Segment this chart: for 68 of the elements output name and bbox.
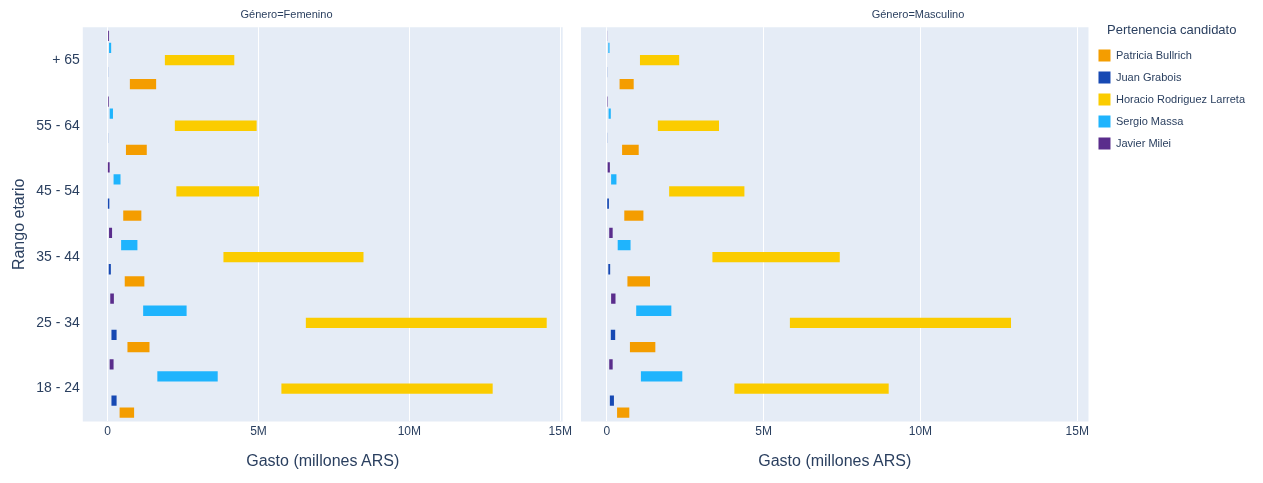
bar [109,227,113,239]
x-tick-label: 10M [908,423,933,438]
bar [636,305,672,316]
bar [223,252,364,263]
y-tick-label: 45 - 54 [36,182,80,199]
bar [176,186,260,197]
x-tick-label: 5M [250,423,267,438]
legend-title: Pertenencia candidato [1107,22,1237,38]
x-tick-label: 10M [397,423,422,438]
x-tick-label: 0 [603,423,611,438]
bar [111,395,117,406]
bar [657,120,720,131]
bar [125,144,147,156]
bar [143,305,187,316]
bar [619,79,634,90]
bar [123,210,142,221]
bar [617,239,631,251]
x-tick-label: 5M [755,423,772,438]
y-tick-label: 55 - 64 [36,116,80,133]
bar [669,186,745,197]
bar [609,395,614,406]
chart-title: Género=Masculino [871,7,965,20]
legend-label: Horacio Rodriguez Larreta [1115,92,1246,105]
y-tick-label: 18 - 24 [36,379,80,396]
bar [305,317,547,328]
legend-label: Juan Grabois [1115,70,1182,83]
bar [111,329,117,341]
bar [611,293,616,304]
bar [108,264,111,275]
bar [622,144,639,156]
bar [124,276,145,287]
bar [110,293,114,304]
bar [627,276,650,287]
chart-title: Género=Femenino [240,7,333,20]
y-axis-title: Rango etario [10,178,28,271]
bar [121,239,138,251]
bar [611,174,617,185]
x-tick-label: 15M [1065,423,1089,438]
legend-label: Javier Milei [1115,136,1172,149]
bar [609,359,613,370]
y-tick-label: 25 - 34 [36,313,80,330]
bar [734,383,889,394]
bar [639,54,680,66]
bar [174,120,257,131]
bar [109,42,112,54]
bar [113,174,121,185]
legend-label: Patricia Bullrich [1115,48,1192,61]
bar [609,227,613,239]
y-tick-label: + 65 [52,50,80,67]
x-axis-title: Gasto (millones ARS) [758,451,912,469]
bar [157,371,218,382]
x-tick-label: 15M [548,423,572,438]
bar [281,383,493,394]
x-axis-title: Gasto (millones ARS) [246,451,400,469]
bar [624,210,644,221]
bar [629,341,656,353]
bar [712,252,840,263]
bar [617,407,630,418]
y-tick-label: 35 - 44 [36,248,80,265]
bar [789,317,1012,328]
bar [119,407,135,418]
bar [127,341,150,353]
bar [109,359,114,370]
bar [164,54,235,66]
x-tick-label: 0 [104,423,112,438]
bar [129,79,157,90]
legend-label: Sergio Massa [1115,114,1185,127]
bar [640,371,683,382]
